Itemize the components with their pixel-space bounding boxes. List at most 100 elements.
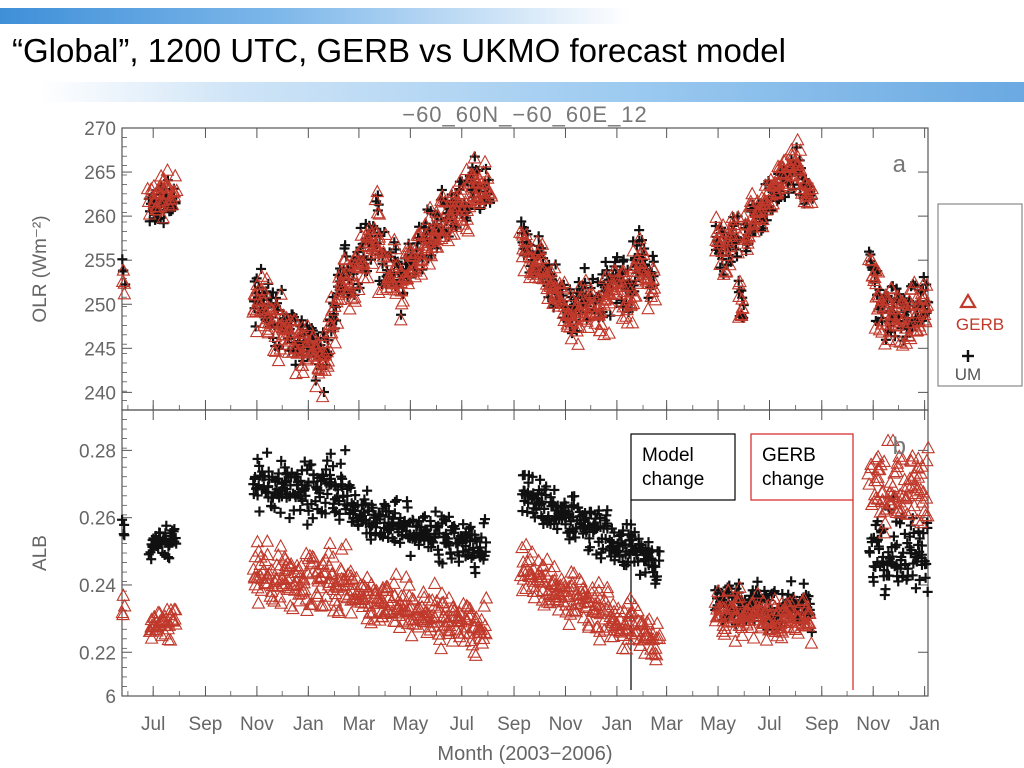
um-point [360,498,371,509]
um-point [389,496,400,507]
um-point [540,489,551,500]
um-point [389,508,400,519]
um-point [169,524,180,535]
um-point [367,502,378,513]
gerb-point [260,534,275,547]
um-point [377,258,388,269]
um-point [379,498,390,509]
um-point [254,506,265,517]
um-point [262,447,273,458]
um-point [119,530,130,541]
um-point [340,240,351,251]
gerb-point [427,576,442,589]
um-point [618,254,629,265]
um-point [654,555,665,566]
y-tick-label: 270 [84,119,116,140]
y-tick-label: 255 [84,251,116,272]
um-point [391,495,402,506]
um-point [325,473,336,484]
um-point [584,533,595,544]
x-tick-label: Nov [549,714,583,735]
panel-a-frame [121,127,929,411]
um-point [117,514,128,525]
um-point [278,482,289,493]
um-point [433,544,444,555]
um-point [362,485,373,496]
gerb-point [402,577,417,591]
panel-label: b [893,433,906,460]
um-point [117,254,128,265]
annotation-text: GERB [762,445,816,466]
um-point [464,523,475,534]
um-point [279,462,290,473]
x-tick-label: May [392,714,428,735]
um-point [275,507,286,518]
um-point [584,542,595,553]
um-point [650,561,661,572]
um-point [262,482,273,493]
x-tick-label: Mar [650,714,683,735]
x-tick-label: Jul [450,714,474,735]
um-point [479,514,490,525]
um-point [328,498,339,509]
um-point [303,505,314,516]
um-point [786,576,797,587]
um-point [171,538,182,549]
x-tick-label: Mar [343,714,376,735]
um-point [325,448,336,459]
um-point [602,505,613,516]
um-point [606,536,617,547]
y-axis-title: ALB [30,535,51,571]
um-point [413,539,424,550]
um-point [864,547,875,558]
um-point [144,216,155,227]
um-point [302,519,313,530]
um-point [307,513,318,524]
gerb-point [334,541,349,555]
um-point [276,455,287,466]
um-point [405,550,416,561]
um-point [267,287,278,298]
um-point [365,534,376,545]
um-point [446,553,457,564]
um-point [334,514,345,525]
x-tick-label: Jan [293,714,324,735]
um-point [314,485,325,496]
um-point [481,537,492,548]
um-point [593,505,604,516]
um-point [119,519,130,530]
gerb-point [804,635,819,649]
um-point [643,537,654,548]
um-point [320,508,331,519]
um-point [430,506,441,517]
gerb-point [389,567,404,580]
y-tick-label: 240 [84,383,116,404]
um-point [651,571,662,582]
um-point [922,586,933,597]
gerb-point [344,605,359,619]
gerb-point [404,628,419,642]
um-point [261,487,272,498]
legend-box [937,203,1023,387]
x-tick-label: Jan [909,714,940,735]
um-point [654,546,665,557]
chart-ticks [122,127,928,697]
um-point [625,519,636,530]
um-point [569,491,580,502]
um-point [528,488,539,499]
um-point [629,527,640,538]
gerb-point [759,632,774,646]
um-point [306,459,317,470]
header-band-bottom [40,82,1024,102]
um-point [399,515,410,526]
y-tick-label: 0.28 [79,441,116,462]
slide-title: “Global”, 1200 UTC, GERB vs UKMO forecas… [12,32,786,69]
um-point [595,512,606,523]
um-point [161,520,172,531]
um-point [340,445,351,456]
um-point [868,576,879,587]
um-point [465,521,476,532]
um-point [383,511,394,522]
um-point [552,523,563,534]
um-point [725,256,736,267]
